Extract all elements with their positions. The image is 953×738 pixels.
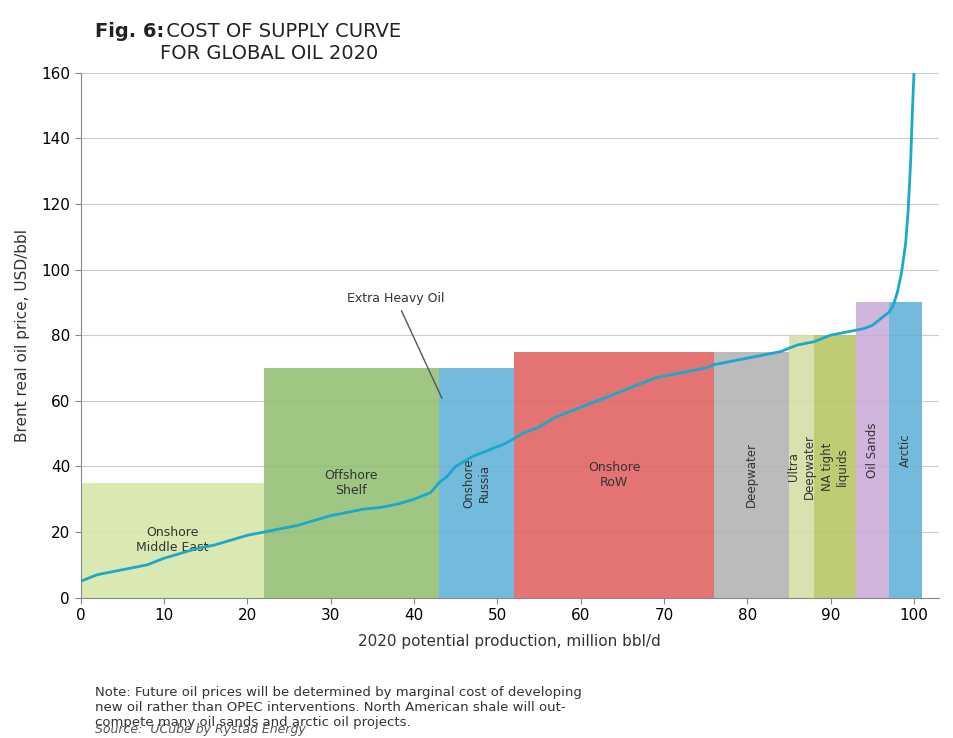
Text: Ultra
Deepwater: Ultra Deepwater	[786, 434, 815, 499]
FancyBboxPatch shape	[438, 368, 514, 598]
Text: Fig. 6:: Fig. 6:	[95, 22, 165, 41]
Text: COST OF SUPPLY CURVE
FOR GLOBAL OIL 2020: COST OF SUPPLY CURVE FOR GLOBAL OIL 2020	[160, 22, 401, 63]
FancyBboxPatch shape	[514, 351, 713, 598]
X-axis label: 2020 potential production, million bbl/d: 2020 potential production, million bbl/d	[358, 634, 660, 649]
FancyBboxPatch shape	[855, 303, 888, 598]
Text: Deepwater: Deepwater	[744, 442, 758, 507]
Text: Onshore
Middle East: Onshore Middle East	[136, 526, 209, 554]
Y-axis label: Brent real oil price, USD/bbl: Brent real oil price, USD/bbl	[15, 229, 30, 441]
Text: Extra Heavy Oil: Extra Heavy Oil	[347, 292, 444, 399]
FancyBboxPatch shape	[788, 335, 813, 598]
FancyBboxPatch shape	[713, 351, 788, 598]
FancyBboxPatch shape	[813, 335, 855, 598]
Text: NA tight
liquids: NA tight liquids	[820, 442, 848, 491]
Text: Oil Sands: Oil Sands	[865, 422, 878, 477]
Text: Note: Future oil prices will be determined by marginal cost of developing
new oi: Note: Future oil prices will be determin…	[95, 686, 581, 729]
Text: Arctic: Arctic	[899, 433, 911, 467]
Text: Source:  UCube by Rystad Energy: Source: UCube by Rystad Energy	[95, 723, 306, 737]
FancyBboxPatch shape	[264, 368, 438, 598]
Text: Offshore
Shelf: Offshore Shelf	[324, 469, 377, 497]
FancyBboxPatch shape	[80, 483, 264, 598]
Text: Onshore
RoW: Onshore RoW	[587, 461, 639, 489]
FancyBboxPatch shape	[888, 303, 922, 598]
Text: Onshore
Russia: Onshore Russia	[462, 458, 490, 508]
